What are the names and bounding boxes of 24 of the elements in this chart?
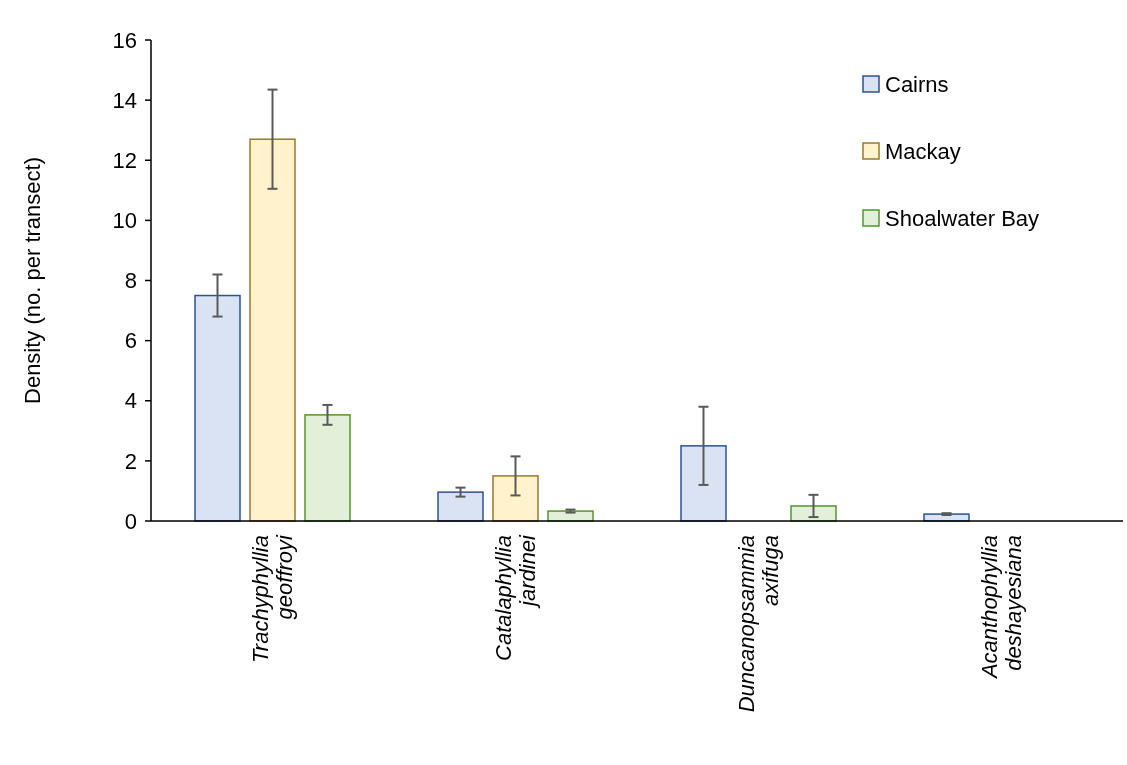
- bar: [492, 475, 539, 522]
- legend-label: Shoalwater Bay: [885, 205, 1040, 231]
- x-tick-label: Trachyphyllia geoffroyi: [248, 533, 298, 663]
- bar: [437, 491, 484, 522]
- y-tick-label: 4: [124, 388, 137, 414]
- y-tick-label: 16: [112, 27, 137, 53]
- legend-label: Mackay: [885, 138, 961, 164]
- y-tick-label: 2: [124, 448, 137, 474]
- y-tick-label: 8: [124, 268, 137, 294]
- bar: [790, 505, 837, 522]
- bar: [194, 294, 241, 522]
- bar: [304, 414, 351, 522]
- y-tick-label: 6: [124, 328, 137, 354]
- x-tick-label: Catalaphyllia jardinei: [491, 533, 541, 661]
- bar: [249, 138, 296, 522]
- bar: [680, 445, 727, 522]
- y-tick-label: 12: [112, 147, 137, 173]
- y-tick-label: 10: [112, 208, 137, 234]
- y-axis-title: Density (no. per transect): [20, 157, 45, 404]
- x-tick-label: Duncanopsammia axifuga: [734, 535, 784, 713]
- x-tick-label: Acanthophyllia deshayesiana: [977, 535, 1027, 681]
- legend-label: Cairns: [885, 71, 949, 97]
- y-tick-label: 14: [112, 87, 137, 113]
- y-tick-label: 0: [124, 508, 137, 534]
